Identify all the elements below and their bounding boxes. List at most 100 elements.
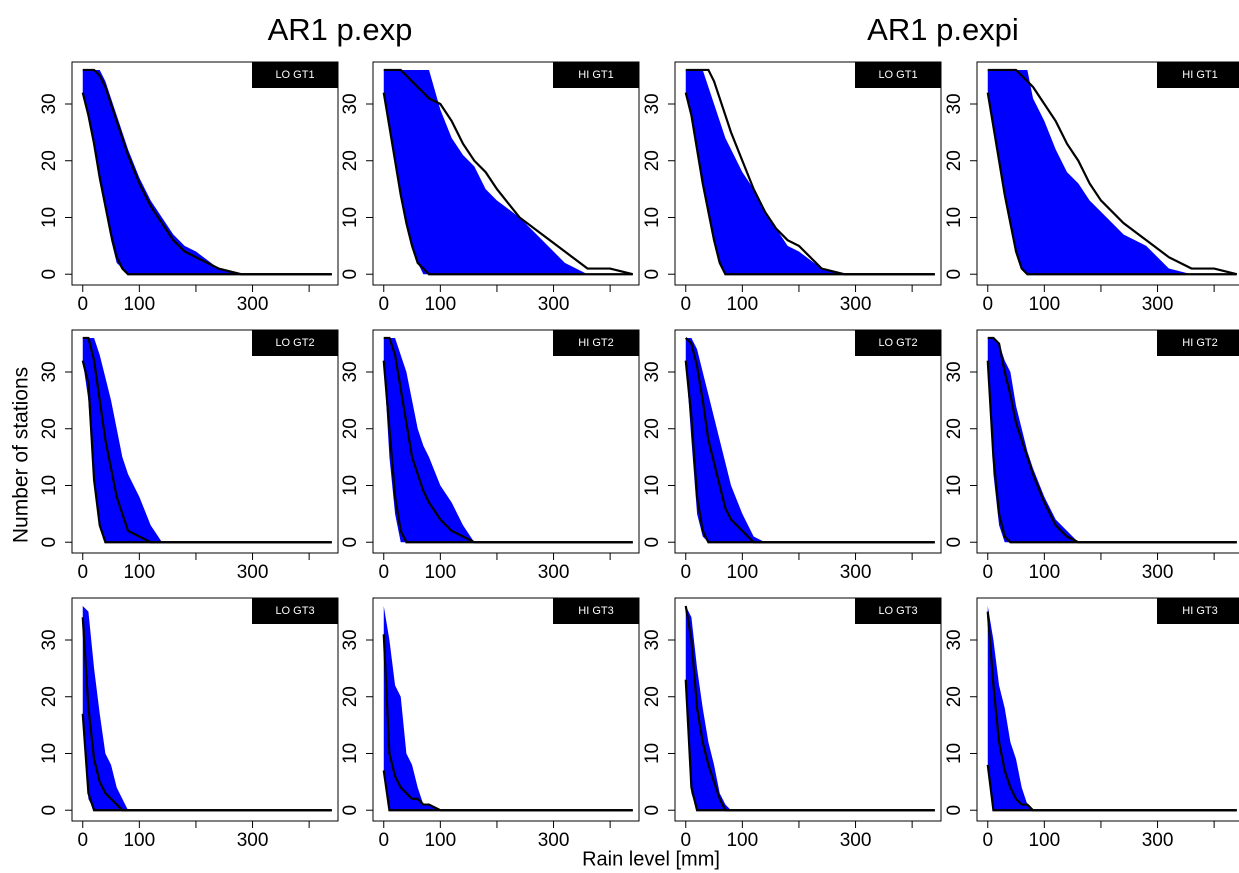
x-tick-label: 0 [77, 562, 88, 583]
band [383, 69, 633, 275]
x-tick-label: 100 [123, 294, 155, 315]
y-tick-label: 10 [39, 743, 60, 764]
panel-label: LO GT3 [275, 605, 314, 617]
y-tick-label: 0 [642, 805, 663, 816]
x-tick-label: 300 [840, 830, 872, 851]
y-tick-label: 20 [944, 418, 965, 439]
y-tick-label: 0 [642, 269, 663, 280]
y-tick-label: 20 [944, 150, 965, 171]
y-tick-label: 10 [39, 475, 60, 496]
y-tick-label: 0 [340, 537, 361, 548]
band [82, 337, 332, 543]
y-tick-label: 30 [944, 361, 965, 382]
y-tick-label: 10 [340, 743, 361, 764]
y-tick-label: 30 [642, 93, 663, 114]
x-tick-label: 0 [680, 830, 691, 851]
x-tick-label: 100 [1028, 830, 1060, 851]
panel-label: LO GT2 [878, 337, 917, 349]
plot-frame [674, 61, 942, 286]
x-tick-label: 300 [1142, 562, 1174, 583]
x-tick-label: 100 [123, 562, 155, 583]
plot-frame [71, 329, 339, 554]
x-tick-label: 100 [123, 830, 155, 851]
band [685, 605, 935, 811]
line [684, 605, 935, 812]
line [987, 68, 1238, 276]
x-tick-label: 100 [726, 830, 758, 851]
x-tick-label: 0 [378, 562, 389, 583]
line [986, 611, 1237, 812]
x-tick-label: 300 [237, 830, 269, 851]
x-tick-label: 100 [424, 294, 456, 315]
line [987, 336, 1237, 544]
panel-label-box [1157, 598, 1239, 624]
y-tick-label: 30 [39, 93, 60, 114]
line [684, 679, 935, 812]
y-tick-label: 10 [642, 207, 663, 228]
panel-label: HI GT3 [1182, 605, 1217, 617]
x-tick-label: 300 [237, 562, 269, 583]
y-tick-label: 10 [39, 207, 60, 228]
plot-frame [976, 597, 1239, 822]
x-tick-label: 100 [1028, 294, 1060, 315]
y-tick-label: 0 [340, 805, 361, 816]
x-tick-label: 100 [1028, 562, 1060, 583]
plot-frame [372, 597, 640, 822]
line [81, 617, 332, 812]
band [987, 69, 1237, 275]
y-tick-label: 0 [39, 805, 60, 816]
plot-frame [976, 329, 1239, 554]
y-tick-label: 0 [340, 269, 361, 280]
y-tick-label: 30 [340, 629, 361, 650]
y-tick-label: 20 [39, 418, 60, 439]
y-tick-label: 20 [642, 418, 663, 439]
y-tick-label: 20 [340, 150, 361, 171]
plot-frame [674, 597, 942, 822]
y-tick-label: 20 [340, 418, 361, 439]
x-tick-label: 0 [77, 294, 88, 315]
x-tick-label: 100 [726, 294, 758, 315]
line [383, 68, 634, 276]
y-tick-label: 30 [340, 93, 361, 114]
y-tick-label: 30 [944, 93, 965, 114]
plot-frame [71, 597, 339, 822]
panel-label-box [855, 598, 941, 624]
y-tick-label: 30 [642, 361, 663, 382]
plot-frame [976, 61, 1239, 286]
y-tick-label: 20 [642, 150, 663, 171]
x-tick-label: 0 [680, 562, 691, 583]
x-tick-label: 0 [982, 830, 993, 851]
plot-frame [372, 329, 640, 554]
y-tick-label: 0 [944, 537, 965, 548]
y-tick-label: 20 [39, 686, 60, 707]
panel-label: LO GT3 [878, 605, 917, 617]
panel-label: LO GT1 [878, 69, 917, 81]
line [82, 336, 332, 544]
y-tick-label: 10 [642, 743, 663, 764]
y-tick-label: 20 [642, 686, 663, 707]
x-tick-label: 0 [982, 294, 993, 315]
panel-label-box [553, 598, 639, 624]
line [986, 92, 1237, 276]
x-tick-label: 300 [840, 562, 872, 583]
panel-label-box [252, 330, 338, 356]
y-tick-label: 0 [39, 537, 60, 548]
band [987, 337, 1237, 543]
x-tick-label: 0 [378, 830, 389, 851]
band [987, 605, 1237, 811]
x-tick-label: 300 [538, 830, 570, 851]
x-tick-label: 0 [982, 562, 993, 583]
panel-label-box [1157, 62, 1239, 88]
x-tick-label: 300 [538, 562, 570, 583]
y-tick-label: 20 [944, 686, 965, 707]
band [82, 69, 332, 275]
